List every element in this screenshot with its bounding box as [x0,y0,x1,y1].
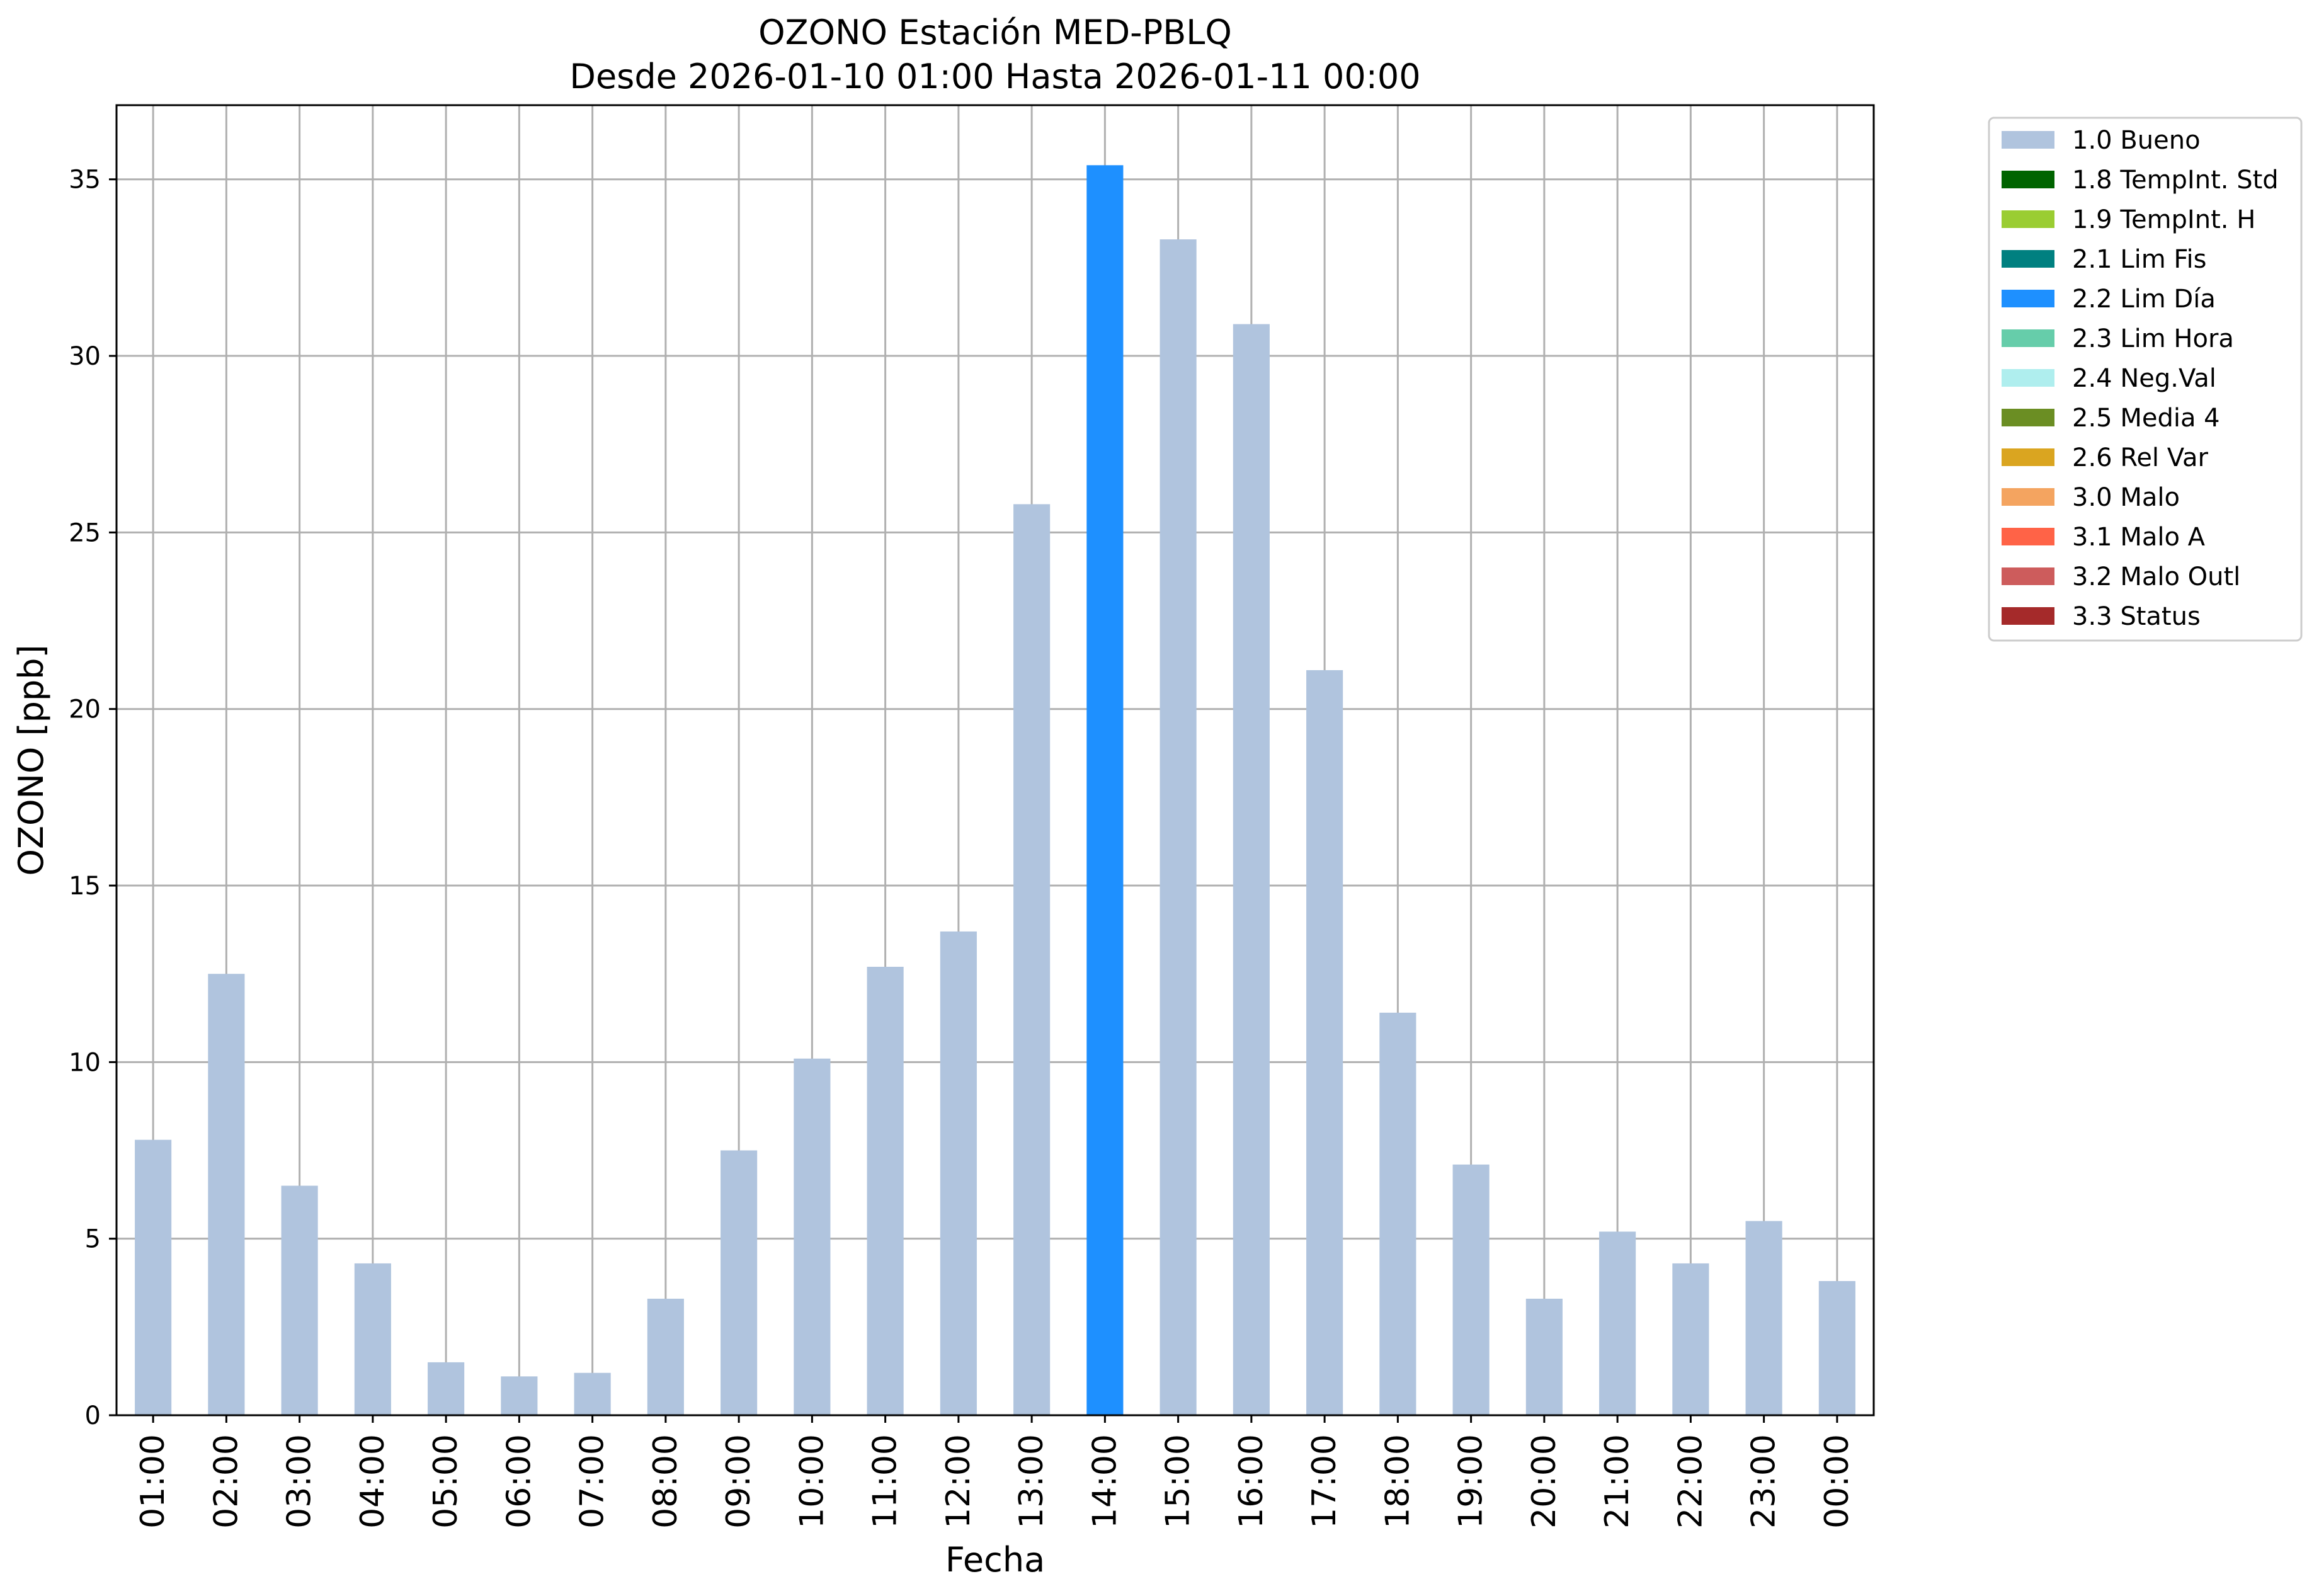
legend-swatch [2002,131,2054,149]
bar-0100 [135,1139,172,1415]
bar-0400 [354,1263,391,1415]
legend-label: 1.9 TempInt. H [2072,205,2255,234]
legend-label: 1.0 Bueno [2072,126,2201,155]
legend-swatch [2002,488,2054,506]
legend-label: 3.2 Malo Outl [2072,562,2240,591]
x-tick-label: 17:00 [1306,1434,1343,1529]
bar-0300 [281,1185,318,1415]
legend-label: 2.4 Neg.Val [2072,364,2216,393]
legend-swatch [2002,329,2054,347]
legend-label: 2.2 Lim Día [2072,285,2216,314]
x-tick-label: 22:00 [1672,1434,1709,1529]
legend-swatch [2002,607,2054,625]
bar-2100 [1599,1231,1636,1415]
bar-2000 [1525,1298,1563,1415]
x-tick-label: 10:00 [793,1434,831,1529]
x-tick-label: 04:00 [354,1434,392,1529]
legend-swatch [2002,250,2054,268]
legend: 1.0 Bueno 1.8 TempInt. Std 1.9 TempInt. H 2… [1988,117,2303,642]
y-axis-label: OZONO [ppb] [11,644,51,875]
x-tick-label: 07:00 [574,1434,612,1529]
y-tick-label: 30 [69,342,101,371]
legend-label: 1.8 TempInt. Std [2072,166,2279,195]
bar-0700 [574,1372,611,1415]
y-tick-label: 15 [69,872,101,901]
x-tick-label: 01:00 [134,1434,172,1529]
legend-swatch [2002,528,2054,545]
bar-1000 [794,1058,831,1415]
y-tick-label: 0 [85,1401,101,1430]
legend-label: 2.3 Lim Hora [2072,324,2234,353]
bar-0600 [501,1376,538,1415]
x-tick-label: 06:00 [500,1434,538,1529]
y-tick-label: 20 [69,695,101,724]
bar-1200 [940,931,977,1415]
y-tick-label: 35 [69,166,101,195]
x-tick-label: 13:00 [1013,1434,1051,1529]
x-tick-label: 14:00 [1086,1434,1124,1529]
x-tick-label: 15:00 [1160,1434,1197,1529]
bar-0200 [208,974,245,1415]
x-tick-label: 08:00 [647,1434,685,1529]
legend-label: 3.0 Malo [2072,483,2180,512]
x-tick-label: 12:00 [940,1434,977,1529]
bar-1800 [1379,1012,1416,1415]
x-tick-label: 16:00 [1233,1434,1270,1529]
bar-2200 [1672,1263,1709,1415]
y-tick-label: 10 [69,1048,101,1077]
bar-0000 [1818,1280,1855,1415]
x-tick-label: 19:00 [1452,1434,1490,1529]
chart-title-line2: Desde 2026-01-10 01:00 Hasta 2026-01-11 … [569,57,1420,96]
legend-swatch [2002,409,2054,426]
x-tick-label: 11:00 [867,1434,904,1529]
bar-2300 [1745,1221,1782,1415]
y-tick-label: 25 [69,518,101,547]
legend-swatch [2002,567,2054,585]
bar-1100 [867,966,904,1415]
x-tick-label: 18:00 [1379,1434,1416,1529]
bars-group [135,165,1855,1416]
x-tick-label: 02:00 [207,1434,245,1529]
x-tick-label: 09:00 [720,1434,758,1529]
bar-0900 [721,1150,758,1415]
bar-1400 [1086,165,1124,1416]
bar-1300 [1013,504,1051,1415]
legend-label: 3.1 Malo A [2072,523,2206,552]
bar-1600 [1233,324,1270,1415]
x-axis-label: Fecha [945,1540,1045,1580]
legend-frame [1988,117,2303,642]
x-tick-label: 20:00 [1525,1434,1563,1529]
bar-1700 [1306,670,1343,1415]
chart-title-line1: OZONO Estación MED-PBLQ [758,13,1232,52]
plot-frame [115,104,1875,1416]
legend-label: 2.5 Media 4 [2072,404,2220,433]
legend-label: 2.6 Rel Var [2072,443,2209,472]
x-axis-ticks: 01:00 02:00 03:00 04:00 05:00 06:00 07:00 08:00… [134,1415,1856,1529]
x-tick-label: 03:00 [281,1434,319,1529]
y-tick-label: 5 [85,1225,101,1254]
legend-label: 3.3 Status [2072,602,2201,631]
x-tick-label: 00:00 [1818,1434,1856,1529]
bar-0800 [647,1298,684,1415]
bar-1900 [1452,1164,1490,1415]
legend-swatch [2002,290,2054,307]
x-tick-label: 05:00 [427,1434,465,1529]
legend-swatch [2002,171,2054,188]
x-tick-label: 21:00 [1598,1434,1636,1529]
legend-swatch [2002,369,2054,387]
x-tick-label: 23:00 [1745,1434,1783,1529]
bar-0500 [428,1362,465,1415]
legend-swatch [2002,448,2054,466]
bar-1500 [1160,239,1197,1416]
y-axis-ticks: 0 5 10 15 20 25 30 35 [69,166,117,1430]
legend-swatch [2002,210,2054,228]
legend-label: 2.1 Lim Fis [2072,245,2206,274]
